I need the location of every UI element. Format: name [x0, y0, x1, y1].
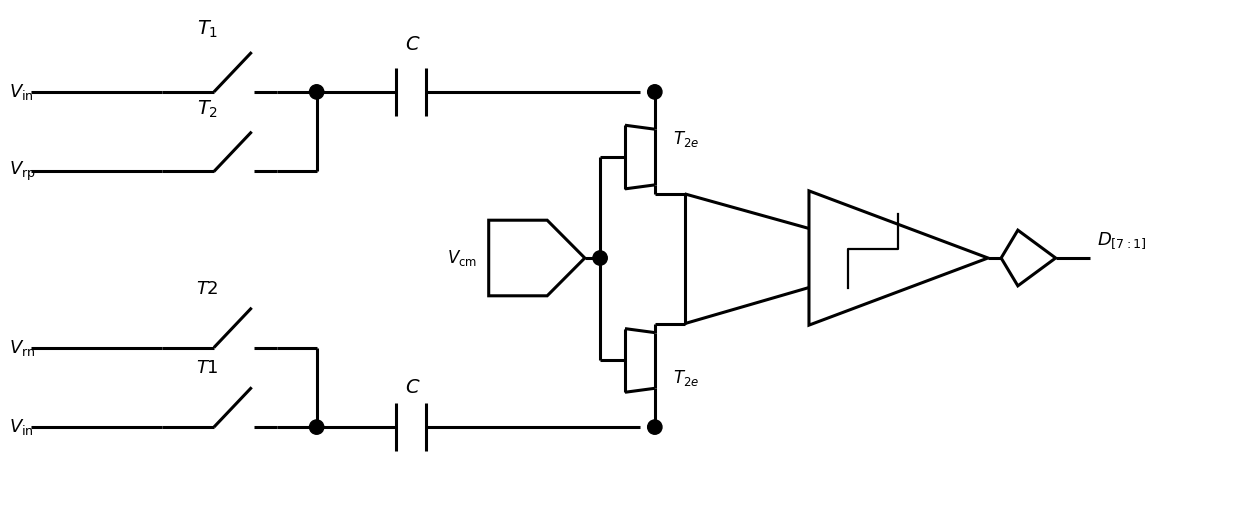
- Circle shape: [593, 251, 607, 265]
- Text: $T_2$: $T_2$: [197, 99, 218, 120]
- Text: $C$: $C$: [405, 378, 421, 397]
- Text: $V_{\rm rp}$: $V_{\rm rp}$: [10, 160, 36, 183]
- Text: $T2$: $T2$: [196, 280, 218, 298]
- Text: $C$: $C$: [405, 35, 421, 54]
- Text: $D_{[7:1]}$: $D_{[7:1]}$: [1098, 230, 1147, 250]
- Text: $V_{\rm rn}$: $V_{\rm rn}$: [10, 337, 36, 358]
- Text: $V_{\rm in}$: $V_{\rm in}$: [10, 82, 33, 102]
- Circle shape: [648, 85, 662, 99]
- Text: $T_{2e}$: $T_{2e}$: [673, 368, 699, 389]
- Circle shape: [310, 420, 323, 434]
- Text: $T1$: $T1$: [196, 359, 218, 377]
- Text: $V_{\rm in}$: $V_{\rm in}$: [10, 417, 33, 437]
- Circle shape: [648, 420, 662, 434]
- Text: $T_1$: $T_1$: [197, 19, 218, 40]
- Circle shape: [310, 85, 323, 99]
- Text: $V_{\rm cm}$: $V_{\rm cm}$: [446, 248, 477, 268]
- Text: $T_{2e}$: $T_{2e}$: [673, 129, 699, 149]
